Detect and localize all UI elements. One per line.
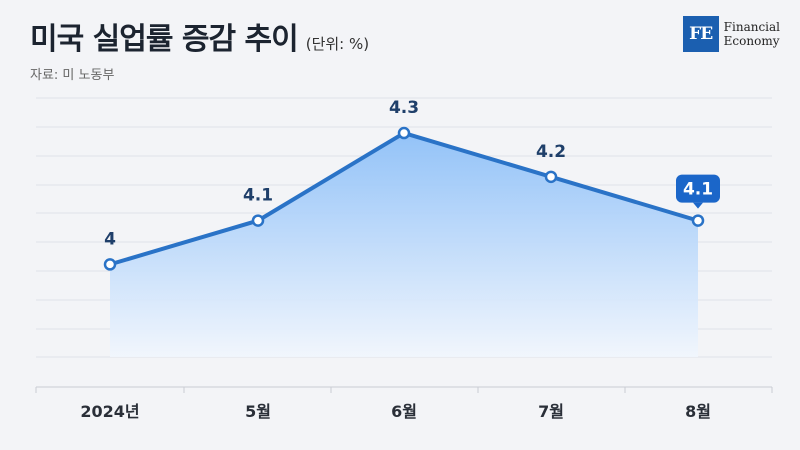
logo-wordmark: Financial Economy [724, 20, 780, 48]
logo-line-1: Financial [723, 20, 780, 34]
source-label: 자료: 미 노동부 [30, 68, 115, 83]
data-point [103, 258, 117, 271]
data-point [544, 170, 558, 184]
data-label: 4.1 [243, 186, 273, 206]
highlight-badge-pointer [693, 202, 703, 209]
title-row: 미국 실업률 증감 추이 (단위: %) [30, 14, 369, 58]
area-fill-layer [110, 133, 698, 357]
data-label: 4.3 [389, 98, 419, 118]
data-points [103, 126, 705, 271]
x-tick-label: 5월 [245, 402, 271, 421]
x-tick-label: 7월 [538, 402, 564, 421]
data-point [251, 214, 265, 227]
data-labels: 4 4.1 4.3 4.2 4.1 [104, 98, 720, 249]
financial-economy-logo: FE Financial Economy [682, 16, 780, 52]
data-label: 4 [104, 229, 116, 249]
x-axis: 2024년 5월 6월 7월 8월 [35, 386, 773, 421]
unit-label: (단위: %) [305, 35, 370, 53]
x-tick-label: 8월 [685, 402, 711, 421]
chart-header: 미국 실업률 증감 추이 (단위: %) 자료: 미 노동부 [30, 14, 369, 83]
logo-mark: FE [682, 16, 719, 52]
data-point [397, 126, 411, 140]
data-label: 4.2 [536, 142, 566, 162]
data-point [691, 214, 705, 227]
chart-title: 미국 실업률 증감 추이 [30, 22, 299, 57]
x-tick-label: 2024년 [80, 402, 139, 421]
data-label: 4.1 [683, 180, 713, 200]
area-fill [110, 133, 698, 357]
x-tick-label: 6월 [391, 402, 417, 421]
highlight-badge [676, 174, 720, 203]
logo-line-2: Economy [723, 34, 780, 48]
